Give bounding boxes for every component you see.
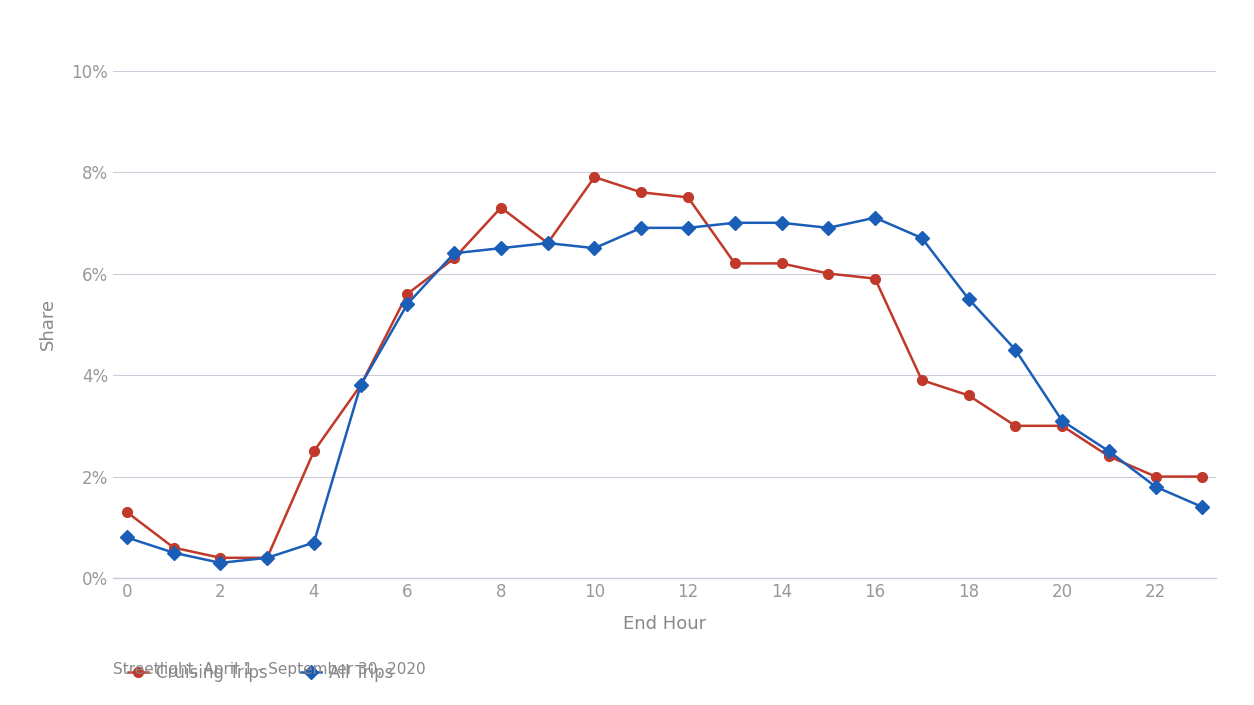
- Cruising Trips: [774, 259, 789, 268]
- Cruising Trips: [493, 203, 508, 212]
- Cruising Trips: [1008, 422, 1023, 430]
- All Trips: [213, 558, 228, 567]
- Y-axis label: Share: Share: [39, 298, 58, 350]
- All Trips: [119, 533, 134, 541]
- All Trips: [540, 239, 556, 247]
- All Trips: [1195, 503, 1210, 511]
- Cruising Trips: [961, 391, 976, 400]
- All Trips: [1008, 345, 1023, 354]
- All Trips: [1055, 417, 1070, 425]
- All Trips: [306, 539, 321, 547]
- All Trips: [166, 548, 181, 557]
- All Trips: [493, 244, 508, 252]
- Cruising Trips: [540, 239, 556, 247]
- Cruising Trips: [633, 188, 648, 197]
- All Trips: [354, 381, 369, 389]
- Cruising Trips: [213, 553, 228, 562]
- Cruising Trips: [587, 173, 602, 181]
- Cruising Trips: [1149, 472, 1164, 481]
- Line: Cruising Trips: Cruising Trips: [122, 172, 1208, 563]
- All Trips: [681, 223, 696, 232]
- Cruising Trips: [868, 274, 883, 283]
- All Trips: [1149, 482, 1164, 491]
- Cruising Trips: [1055, 422, 1070, 430]
- Cruising Trips: [446, 254, 461, 262]
- All Trips: [727, 219, 742, 227]
- Text: Streetlight, April 1 - September 30, 2020: Streetlight, April 1 - September 30, 202…: [113, 662, 425, 677]
- All Trips: [446, 249, 461, 257]
- Cruising Trips: [354, 381, 369, 389]
- Cruising Trips: [400, 290, 415, 298]
- Cruising Trips: [727, 259, 742, 268]
- All Trips: [633, 223, 648, 232]
- All Trips: [1101, 447, 1116, 455]
- Cruising Trips: [681, 193, 696, 202]
- Cruising Trips: [119, 508, 134, 516]
- All Trips: [400, 300, 415, 308]
- Cruising Trips: [1101, 452, 1116, 460]
- Cruising Trips: [914, 376, 929, 384]
- Legend: Cruising Trips, All Trips: Cruising Trips, All Trips: [122, 658, 400, 689]
- All Trips: [914, 234, 929, 243]
- X-axis label: End Hour: End Hour: [623, 615, 706, 633]
- Cruising Trips: [1195, 472, 1210, 481]
- All Trips: [961, 295, 976, 303]
- All Trips: [774, 219, 789, 227]
- Cruising Trips: [821, 269, 836, 278]
- All Trips: [260, 553, 275, 562]
- Cruising Trips: [166, 544, 181, 552]
- All Trips: [868, 214, 883, 222]
- Line: All Trips: All Trips: [122, 213, 1208, 568]
- All Trips: [587, 244, 602, 252]
- Cruising Trips: [260, 553, 275, 562]
- Cruising Trips: [306, 447, 321, 455]
- All Trips: [821, 223, 836, 232]
